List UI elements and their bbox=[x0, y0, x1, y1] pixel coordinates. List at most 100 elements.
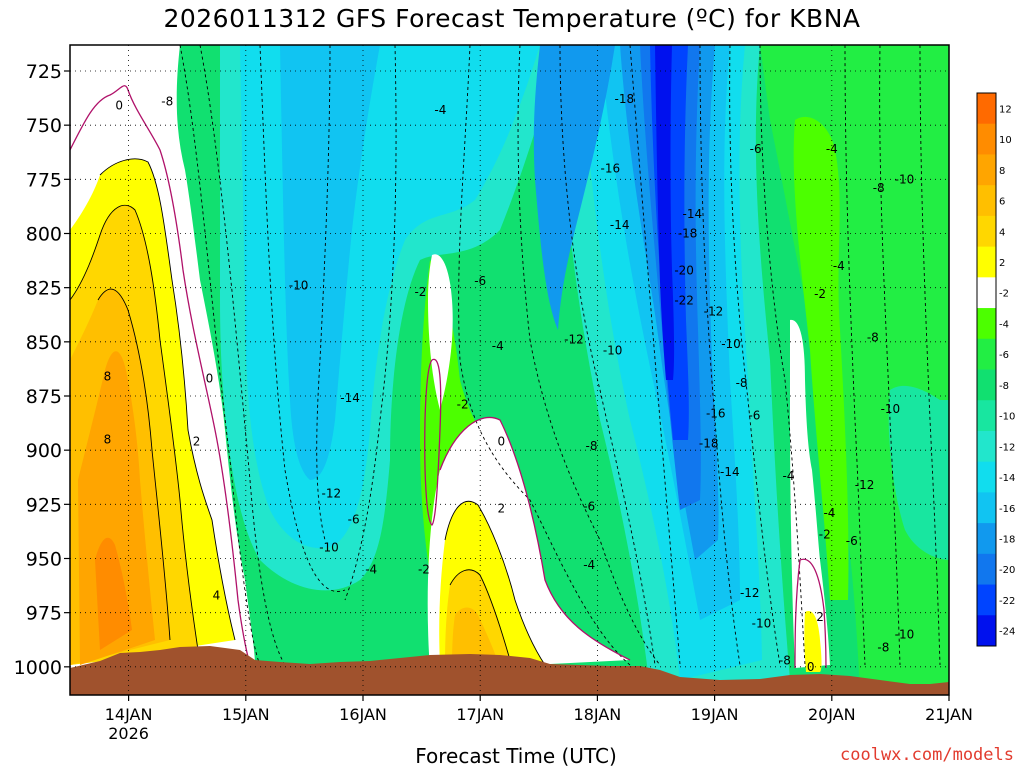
contour-label: 0 bbox=[206, 372, 214, 386]
contour-zero bbox=[70, 85, 251, 666]
contour-dashed bbox=[458, 45, 631, 666]
contour-label: -18 bbox=[678, 227, 698, 241]
contour-dashed bbox=[629, 45, 681, 666]
colorbar-swatch bbox=[977, 123, 996, 155]
contour-dashed bbox=[199, 45, 286, 666]
contour-dashed bbox=[517, 45, 661, 666]
colorbar-label: -6 bbox=[999, 350, 1009, 361]
colorbar-swatch bbox=[977, 338, 996, 370]
colorbar-label: -22 bbox=[999, 596, 1015, 607]
contour-label: -8 bbox=[586, 439, 598, 453]
contour-label: -12 bbox=[740, 586, 760, 600]
contour-label: 8 bbox=[104, 432, 112, 446]
y-tick-label: 825 bbox=[26, 278, 62, 300]
contour-label: -10 bbox=[289, 279, 309, 293]
colorbar-label: -12 bbox=[999, 442, 1015, 453]
y-tick-label: 775 bbox=[26, 169, 62, 191]
x-tick-label: 14JAN bbox=[105, 705, 153, 724]
contour-label: 0 bbox=[115, 99, 123, 113]
x-axis-label: Forecast Time (UTC) bbox=[415, 744, 617, 768]
contour-label: -2 bbox=[418, 562, 430, 576]
colorbar-label: -20 bbox=[999, 565, 1015, 576]
colorbar-label: -8 bbox=[999, 381, 1009, 392]
colorbar-label: 2 bbox=[999, 258, 1005, 269]
contour-solid bbox=[99, 158, 236, 641]
colorbar-swatch bbox=[977, 461, 996, 493]
y-tick-label: 875 bbox=[26, 386, 62, 408]
contour-label: -6 bbox=[474, 274, 486, 288]
band-warm-17jan-orange bbox=[452, 607, 498, 665]
colorbar-swatch bbox=[977, 400, 996, 432]
contour-solid bbox=[97, 288, 171, 641]
contour-label: -10 bbox=[895, 172, 915, 186]
contour-label: -4 bbox=[782, 469, 794, 483]
colorbar-swatch bbox=[977, 430, 996, 463]
contour-labels: 0 -8-1088024-14-12-10-6-4-2-2-4-6-4-202-1… bbox=[104, 92, 915, 674]
contour-label: -4 bbox=[434, 103, 446, 117]
contour-label: -8 bbox=[161, 94, 173, 108]
contour-dashed bbox=[316, 45, 331, 541]
y-tick-label: 975 bbox=[26, 603, 62, 625]
contour-label: -4 bbox=[826, 142, 838, 156]
contour-label: 0 bbox=[497, 435, 505, 449]
band-plus2-east bbox=[804, 610, 822, 672]
contour-label: -22 bbox=[674, 294, 694, 308]
band-minus10-east bbox=[888, 385, 949, 560]
x-tick-label: 19JAN bbox=[691, 705, 739, 724]
contour-label: 8 bbox=[104, 370, 112, 384]
contour-label: -14 bbox=[720, 465, 740, 479]
band-minus16-west bbox=[280, 45, 380, 480]
contour-label: -20 bbox=[674, 263, 694, 277]
band-minus4-east bbox=[793, 116, 849, 601]
contour-dashed bbox=[729, 45, 781, 666]
contour-label: -18 bbox=[615, 92, 635, 106]
contour-label: 2 bbox=[816, 610, 824, 624]
contour-label: -10 bbox=[319, 541, 339, 555]
colorbar-swatch bbox=[977, 215, 996, 248]
x-tick-label: 16JAN bbox=[339, 705, 387, 724]
contour-label: -8 bbox=[867, 331, 879, 345]
colorbar-label: 10 bbox=[999, 135, 1012, 146]
chart-title: 2026011312 GFS Forecast Temperature (ºC)… bbox=[163, 4, 861, 33]
contour-dashed bbox=[699, 45, 741, 666]
colorbar-label: 6 bbox=[999, 197, 1005, 208]
terrain-fill bbox=[70, 646, 949, 695]
contour-label: 2 bbox=[497, 502, 505, 516]
contour-label: 2 bbox=[193, 435, 201, 449]
x-tick-label: 15JAN bbox=[222, 705, 270, 724]
band-minus2-east bbox=[790, 319, 830, 668]
contour-dashed bbox=[759, 45, 806, 666]
colorbar-swatch bbox=[977, 584, 996, 616]
contour-label: -4 bbox=[583, 558, 595, 572]
contour-label: -6 bbox=[583, 500, 595, 514]
contour-label: -2 bbox=[814, 287, 826, 301]
band-minus18-west bbox=[533, 45, 615, 330]
band-minus24-core bbox=[655, 45, 675, 380]
contour-label: -4 bbox=[833, 259, 845, 273]
contour-label: -4 bbox=[365, 562, 377, 576]
colorbar-label: -4 bbox=[999, 319, 1009, 330]
y-tick-label: 800 bbox=[26, 224, 62, 246]
x-axis: 14JAN 15JAN 16JAN 17JAN 18JAN 19JAN 20JAN 21JAN… bbox=[105, 695, 973, 743]
x-tick-label: 17JAN bbox=[456, 705, 504, 724]
colorbar-swatch bbox=[977, 492, 996, 524]
contour-label: -10 bbox=[721, 337, 741, 351]
colorbar-label: -16 bbox=[999, 504, 1015, 515]
colorbar-label: -24 bbox=[999, 627, 1015, 638]
contour-label: -10 bbox=[752, 617, 772, 631]
contour-label: -14 bbox=[683, 207, 703, 221]
contour-label: -10 bbox=[881, 402, 901, 416]
contour-label: -14 bbox=[340, 391, 360, 405]
contour-label: -12 bbox=[704, 305, 724, 319]
contour-label: -18 bbox=[699, 437, 719, 451]
colorbar-swatch bbox=[977, 277, 996, 309]
colorbar-frame bbox=[976, 92, 997, 647]
band-minus2-mid bbox=[428, 254, 453, 410]
contour-label: -12 bbox=[855, 478, 875, 492]
contour-label: -12 bbox=[564, 333, 584, 347]
source-credit: coolwx.com/models bbox=[840, 745, 1014, 765]
band-plus10-west bbox=[95, 537, 132, 650]
contour-label: -16 bbox=[706, 406, 726, 420]
contour-label: -6 bbox=[846, 534, 858, 548]
colorbar-swatch bbox=[977, 185, 996, 217]
